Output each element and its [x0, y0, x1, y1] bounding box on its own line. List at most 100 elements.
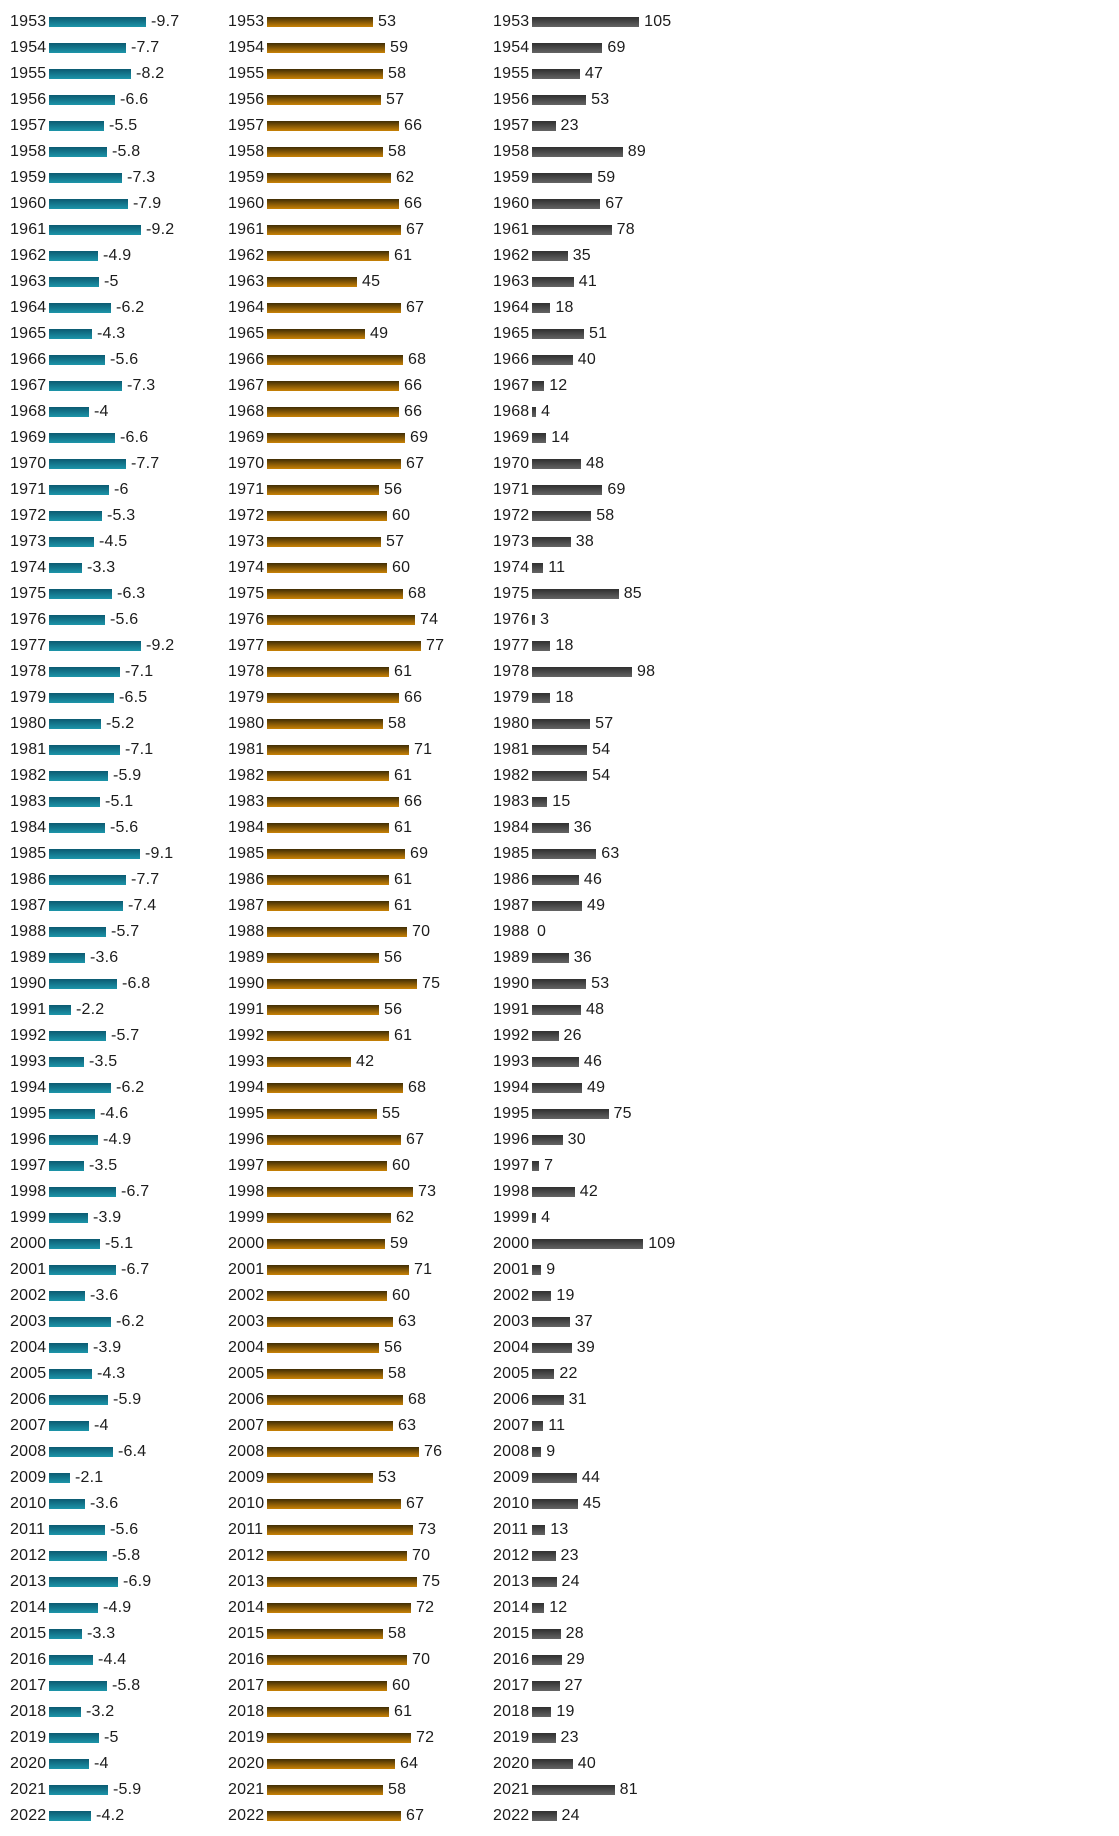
year-label: 1967: [10, 377, 47, 394]
value-label: 64: [400, 1755, 419, 1772]
value-label: 44: [581, 1469, 601, 1486]
orange-series-bar: [267, 875, 389, 885]
teal-series-bar: [49, 1265, 116, 1275]
year-label: 2005: [493, 1365, 530, 1382]
value-label: -3.5: [89, 1157, 118, 1174]
chart-row: 1995 75: [493, 1101, 675, 1127]
chart-row: 1967 66: [228, 373, 444, 399]
orange-series-bar: [267, 901, 389, 911]
value-label: 68: [408, 351, 427, 368]
teal-series-column: 1953 -9.7 1954 -7.7 1955 -8.2 1956 -6.6 1957 -5.5…: [10, 9, 179, 1829]
teal-series-bar: [49, 511, 102, 521]
gray-series-bar: [532, 1759, 573, 1769]
year-label: 2009: [228, 1469, 265, 1486]
gray-series-bar: [532, 1083, 582, 1093]
year-label: 1972: [228, 507, 265, 524]
chart-row: 1990 53: [493, 971, 675, 997]
value-label: 78: [616, 221, 635, 238]
year-label: 1960: [493, 195, 530, 212]
year-label: 2021: [10, 1781, 47, 1798]
year-label: 1963: [10, 273, 47, 290]
chart-row: 1988 70: [228, 919, 444, 945]
chart-row: 2008 76: [228, 1439, 444, 1465]
year-label: 1975: [228, 585, 265, 602]
chart-row: 2002 60: [228, 1283, 444, 1309]
chart-row: 1999 -3.9: [10, 1205, 179, 1231]
year-label: 2003: [10, 1313, 47, 1330]
gray-series-bar: [532, 1499, 578, 1509]
chart-row: 1968 4: [493, 399, 675, 425]
value-label: 58: [388, 1781, 407, 1798]
chart-row: 1976 74: [228, 607, 444, 633]
value-label: 0: [537, 923, 547, 940]
value-label: 47: [584, 65, 604, 82]
value-label: -4: [94, 1417, 109, 1434]
value-label: 98: [637, 663, 656, 680]
chart-row: 2014 12: [493, 1595, 675, 1621]
year-label: 1981: [493, 741, 530, 758]
teal-series-bar: [49, 121, 104, 131]
chart-row: 1993 46: [493, 1049, 675, 1075]
teal-series-bar: [49, 1733, 99, 1743]
year-label: 2004: [493, 1339, 530, 1356]
chart-row: 1984 -5.6: [10, 815, 179, 841]
value-label: 58: [388, 715, 407, 732]
value-label: 49: [587, 1079, 606, 1096]
chart-row: 2000 59: [228, 1231, 444, 1257]
chart-row: 2018 61: [228, 1699, 444, 1725]
value-label: 55: [382, 1105, 401, 1122]
teal-series-bar: [49, 1031, 106, 1041]
chart-row: 2009 44: [493, 1465, 675, 1491]
orange-series-bar: [267, 433, 405, 443]
chart-row: 2015 58: [228, 1621, 444, 1647]
chart-row: 2002 -3.6: [10, 1283, 179, 1309]
value-label: 39: [576, 1339, 595, 1356]
value-label: -6.9: [123, 1573, 152, 1590]
chart-row: 1980 57: [493, 711, 675, 737]
orange-series-bar: [267, 1057, 351, 1067]
teal-series-bar: [49, 901, 123, 911]
chart-row: 2004 -3.9: [10, 1335, 179, 1361]
chart-row: 1991 48: [493, 997, 675, 1023]
year-label: 1955: [10, 65, 47, 82]
gray-series-bar: [532, 537, 571, 547]
chart-row: 2013 24: [493, 1569, 675, 1595]
teal-series-bar: [49, 1317, 111, 1327]
chart-row: 1966 40: [493, 347, 675, 373]
gray-series-bar: [532, 43, 603, 53]
year-label: 2013: [10, 1573, 47, 1590]
value-label: 61: [394, 663, 413, 680]
value-label: 26: [563, 1027, 582, 1044]
chart-row: 1964 -6.2: [10, 295, 179, 321]
chart-row: 2014 72: [228, 1595, 444, 1621]
year-label: 2009: [10, 1469, 47, 1486]
gray-series-bar: [532, 277, 574, 287]
chart-row: 1987 49: [493, 893, 675, 919]
gray-series-bar: [532, 1239, 644, 1249]
orange-series-bar: [267, 147, 383, 157]
value-label: 75: [422, 1573, 441, 1590]
chart-row: 1983 15: [493, 789, 675, 815]
teal-series-bar: [49, 1005, 71, 1015]
teal-series-bar: [49, 69, 131, 79]
value-label: -7.7: [131, 871, 160, 888]
orange-series-bar: [267, 199, 399, 209]
year-label: 1996: [10, 1131, 47, 1148]
orange-series-bar: [267, 953, 379, 963]
teal-series-bar: [49, 17, 146, 27]
chart-row: 1965 49: [228, 321, 444, 347]
teal-series-bar: [49, 1759, 89, 1769]
year-label: 2015: [493, 1625, 530, 1642]
year-label: 1976: [10, 611, 47, 628]
year-label: 1985: [493, 845, 530, 862]
year-label: 1966: [493, 351, 530, 368]
year-label: 1975: [10, 585, 47, 602]
chart-row: 2018 -3.2: [10, 1699, 179, 1725]
value-label: -6.2: [116, 299, 145, 316]
teal-series-bar: [49, 641, 141, 651]
chart-row: 1959 -7.3: [10, 165, 179, 191]
year-label: 1993: [228, 1053, 265, 1070]
value-label: -4.3: [97, 325, 126, 342]
value-label: -5.5: [109, 117, 138, 134]
value-label: -6.7: [121, 1261, 150, 1278]
